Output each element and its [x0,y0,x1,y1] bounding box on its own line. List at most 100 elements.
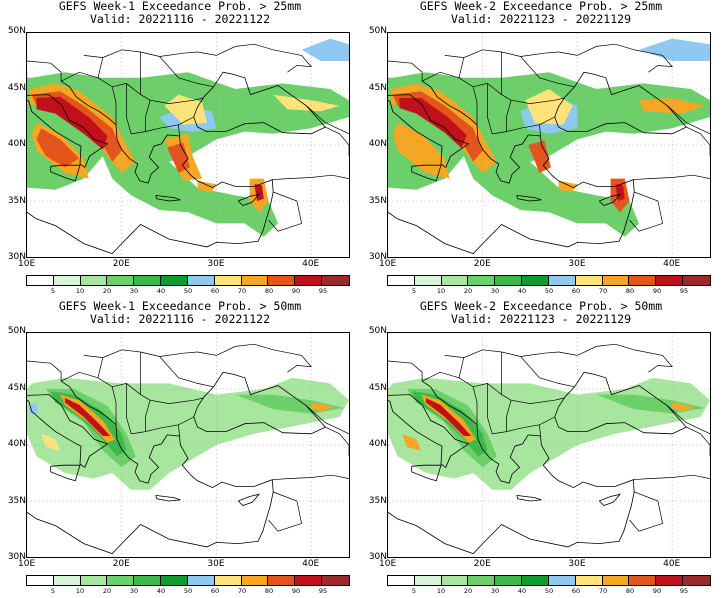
colorbar-label: 30 [129,587,139,595]
panel-valid-dates: Valid: 20221123 - 20221129 [450,312,631,326]
colorbar-label: 60 [571,587,581,595]
colorbar-label: 20 [463,287,473,295]
probability-region [425,398,472,436]
colorbar-swatch [241,576,269,585]
colorbar-label: 60 [210,287,220,295]
country-border [421,71,565,104]
colorbar-swatch [214,576,242,585]
country-border [306,105,349,135]
coastline [516,495,542,502]
colorbar-swatch [548,576,576,585]
colorbar-swatch [468,276,496,285]
probability-map [26,332,350,558]
country-border [159,356,214,388]
latitude-label: 35N [368,495,387,506]
panel-valid-dates: Valid: 20221116 - 20221122 [89,12,270,26]
country-border [667,405,710,435]
colorbar-swatch [322,576,349,585]
probability-region [672,402,696,412]
colorbar-swatch [268,576,296,585]
coastline [27,80,274,255]
colorbar-label: 30 [490,287,500,295]
colorbar-swatch [295,276,323,285]
colorbar-label: 70 [237,587,247,595]
longitude-label: 40E [302,559,320,569]
colorbar-swatch [388,576,415,585]
colorbar-swatch [629,276,657,285]
colorbar-swatch [134,276,162,285]
colorbar-swatch [495,576,523,585]
colorbar-label: 10 [75,287,85,295]
panel-valid-dates: Valid: 20221123 - 20221129 [450,12,631,26]
country-border [60,371,204,404]
colorbar-swatch [575,576,603,585]
country-border [472,386,478,425]
probability-map [387,332,711,558]
colorbar-label: 10 [436,287,446,295]
colorbar-label: 80 [625,287,635,295]
colorbar-label: 5 [411,287,417,295]
latitude-label: 40N [368,439,387,449]
colorbar-label: 20 [102,587,112,595]
colorbar-label: 50 [183,587,193,595]
colorbar-swatch [214,276,242,285]
country-border [197,43,312,73]
colorbar-swatch [80,276,108,285]
panel-title: GEFS Week-2 Exceedance Prob. > 50mm [419,299,663,313]
coastline [388,94,470,169]
colorbar-label: 95 [318,587,328,595]
colorbar-swatch [414,276,442,285]
country-border [487,383,555,435]
country-border [325,426,349,457]
latitude-label: 50N [7,326,26,336]
country-border [97,57,104,78]
probability-map [26,32,350,258]
colorbar-swatch [27,276,54,285]
colorbar-swatch [522,576,549,585]
longitude-label: 20E [112,559,130,569]
colorbar-label: 20 [102,287,112,295]
country-border [268,491,303,532]
colorbar-swatch [134,576,162,585]
country-border [458,357,465,378]
colorbar-label: 40 [156,587,166,595]
probability-region [525,89,573,125]
map-canvas [388,333,710,557]
probability-region [639,38,710,61]
colorbar-swatch [468,576,496,585]
country-border [325,126,349,157]
colorbar-swatch [295,576,323,585]
coastline [411,464,442,482]
longitude-label: 30E [568,259,586,269]
longitude-label: 40E [663,559,681,569]
country-border [539,124,541,137]
latitude-label: 40N [368,139,387,149]
probability-region [64,398,111,436]
latitude-label: 45N [7,82,26,93]
colorbar-swatch [53,576,81,585]
country-border [126,383,194,435]
country-border [145,400,151,432]
colorbar-label: 5 [411,587,417,595]
colorbar-swatch [441,576,469,585]
country-border [272,174,349,181]
country-border [272,474,349,481]
colorbar-label: 50 [544,587,554,595]
probability-region [36,128,80,168]
colorbar [387,575,711,586]
coastline [554,71,687,135]
panel-week1-25mm: GEFS Week-1 Exceedance Prob. > 25mm Vali… [0,0,361,299]
coastline [27,380,274,555]
colorbar-swatch [656,576,684,585]
longitude-label: 40E [663,259,681,269]
colorbar [26,575,350,586]
latitude-label: 45N [368,382,387,393]
colorbar-label: 40 [156,287,166,295]
country-border [506,400,512,432]
colorbar-label: 95 [679,287,689,295]
latitude-label: 50N [368,26,387,36]
latitude-label: 45N [7,382,26,393]
latitude-label: 50N [7,26,26,36]
country-border [558,343,673,373]
country-border [506,100,512,132]
